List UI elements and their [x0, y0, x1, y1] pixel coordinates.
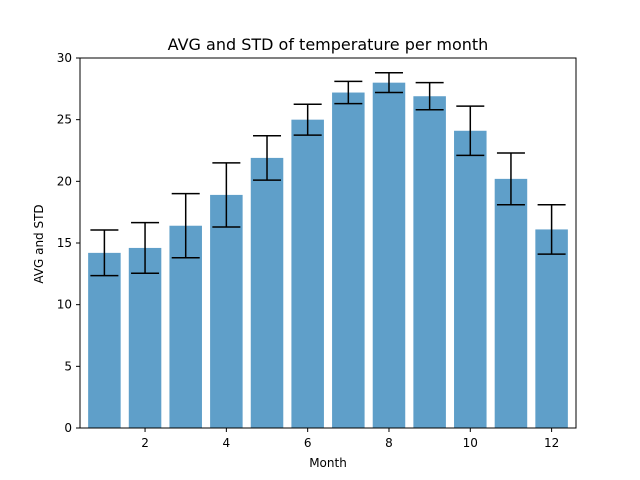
y-tick-label: 30 [57, 51, 72, 65]
y-tick-label: 0 [64, 421, 72, 435]
x-axis-label: Month [309, 456, 347, 470]
bar [413, 96, 446, 428]
bar [494, 178, 528, 428]
bar [291, 119, 324, 429]
x-tick-label: 12 [544, 436, 559, 450]
y-tick-label: 15 [57, 236, 72, 250]
bar [210, 194, 243, 428]
bar [332, 92, 365, 429]
y-axis-label: AVG and STD [32, 204, 46, 283]
y-tick-label: 5 [64, 359, 72, 373]
bar [535, 229, 568, 428]
chart-title: AVG and STD of temperature per month [168, 35, 489, 54]
bar [372, 82, 406, 429]
bar [454, 130, 487, 428]
bar [250, 157, 284, 428]
x-tick-label: 2 [141, 436, 149, 450]
y-tick-label: 20 [57, 174, 72, 188]
y-tick-label: 10 [57, 298, 72, 312]
bar [128, 247, 162, 428]
x-tick-label: 6 [304, 436, 312, 450]
x-tick-label: 8 [385, 436, 393, 450]
plot-area: 2 4 6 8 10 12 0 5 10 15 20 25 30 [57, 51, 577, 450]
x-tick-label: 4 [223, 436, 231, 450]
bar [88, 252, 121, 428]
y-tick-label: 25 [57, 113, 72, 127]
bar [169, 225, 202, 428]
x-tick-label: 10 [463, 436, 478, 450]
